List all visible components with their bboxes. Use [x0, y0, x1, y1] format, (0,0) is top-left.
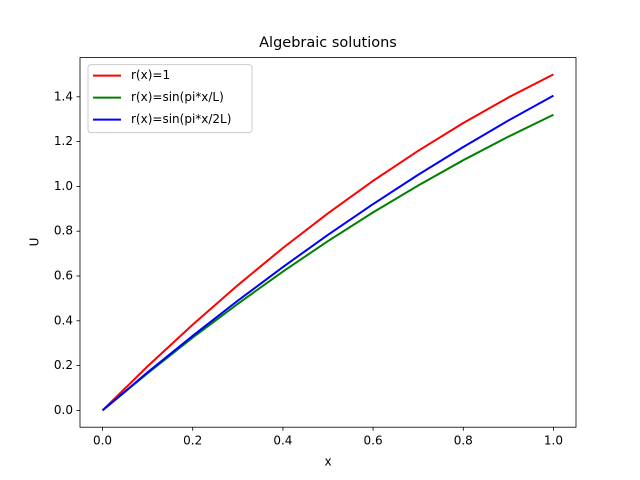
x-tick-label: 0.0 [93, 434, 112, 448]
y-tick-label: 0.2 [54, 358, 73, 372]
y-tick-label: 0.4 [54, 313, 73, 327]
x-tick-label: 0.2 [183, 434, 202, 448]
x-tick-label: 0.8 [454, 434, 473, 448]
x-tick-label: 0.6 [364, 434, 383, 448]
chart-title: Algebraic solutions [259, 35, 397, 51]
legend-label: r(x)=sin(pi*x/2L) [131, 112, 231, 126]
x-tick-label: 1.0 [544, 434, 563, 448]
legend-label: r(x)=1 [131, 68, 170, 82]
y-tick-label: 1.4 [54, 89, 73, 103]
y-tick-label: 0.0 [54, 403, 73, 417]
legend-box [87, 64, 253, 134]
legend-label: r(x)=sin(pi*x/L) [131, 90, 224, 104]
x-axis-label: x [324, 455, 331, 469]
data-line [101, 73, 554, 412]
y-axis-label: U [28, 238, 42, 247]
data-line [101, 94, 554, 412]
plot-frame [79, 57, 577, 428]
y-tick-label: 1.0 [54, 179, 73, 193]
y-tick-label: 0.6 [54, 269, 73, 283]
data-line [101, 113, 554, 412]
x-tick-label: 0.4 [273, 434, 292, 448]
y-tick-label: 1.2 [54, 134, 73, 148]
y-tick-label: 0.8 [54, 224, 73, 238]
